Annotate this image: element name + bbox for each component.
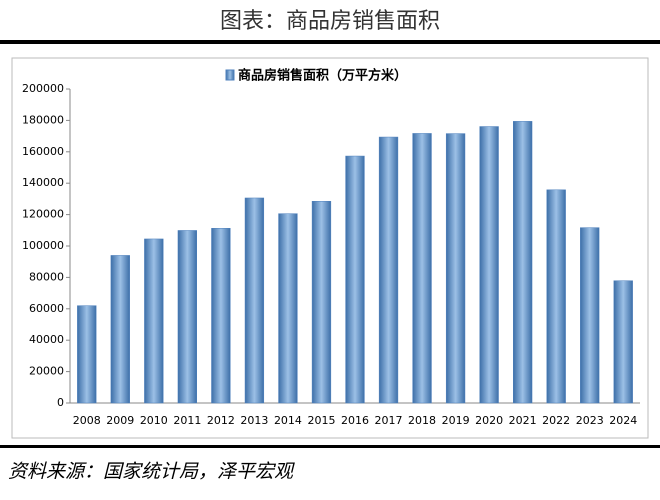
x-tick-label: 2020 [475,414,503,427]
x-tick-label: 2018 [408,414,436,427]
x-tick-label: 2021 [509,414,537,427]
x-tick-label: 2009 [106,414,134,427]
y-tick-label: 120000 [22,208,64,221]
x-tick-label: 2022 [542,414,570,427]
y-tick-label: 80000 [29,270,64,283]
y-tick-label: 20000 [29,365,64,378]
chart-title: 图表：商品房销售面积 [220,9,440,34]
bar [345,155,365,404]
bar [613,280,633,404]
legend-label: 商品房销售面积（万平方米） [238,68,407,84]
x-tick-label: 2019 [442,414,470,427]
bar [513,121,533,404]
chart-frame [11,57,649,439]
bar [177,230,197,404]
bar [77,305,97,404]
x-tick-label: 2015 [307,414,335,427]
source-note: 资料来源：国家统计局，泽平宏观 [8,461,295,483]
top-rule [0,40,660,44]
y-tick-label: 180000 [22,113,64,126]
bottom-rule [0,445,660,448]
bar [311,201,332,404]
bar [278,213,298,404]
bar [244,197,265,404]
x-tick-label: 2017 [375,414,403,427]
bar [479,126,499,404]
y-tick-label: 40000 [29,333,64,346]
bar [144,238,164,404]
bar [580,227,600,404]
x-tick-label: 2023 [576,414,604,427]
x-tick-label: 2008 [73,414,101,427]
x-tick-label: 2014 [274,414,302,427]
y-tick-label: 140000 [22,176,64,189]
legend-swatch [225,69,235,81]
x-tick-label: 2013 [240,414,268,427]
bar [445,133,466,404]
y-tick-label: 160000 [22,145,64,158]
y-tick-label: 60000 [29,302,64,315]
x-tick-label: 2012 [207,414,235,427]
x-tick-label: 2011 [173,414,201,427]
y-tick-label: 100000 [22,239,64,252]
bar [378,136,399,404]
x-tick-label: 2016 [341,414,369,427]
bar [412,133,432,404]
bar [211,228,231,404]
bar [546,189,566,404]
y-tick-label: 0 [57,396,64,409]
x-tick-label: 2024 [609,414,637,427]
bar [110,255,130,404]
y-tick-label: 200000 [22,82,64,95]
x-tick-label: 2010 [140,414,168,427]
